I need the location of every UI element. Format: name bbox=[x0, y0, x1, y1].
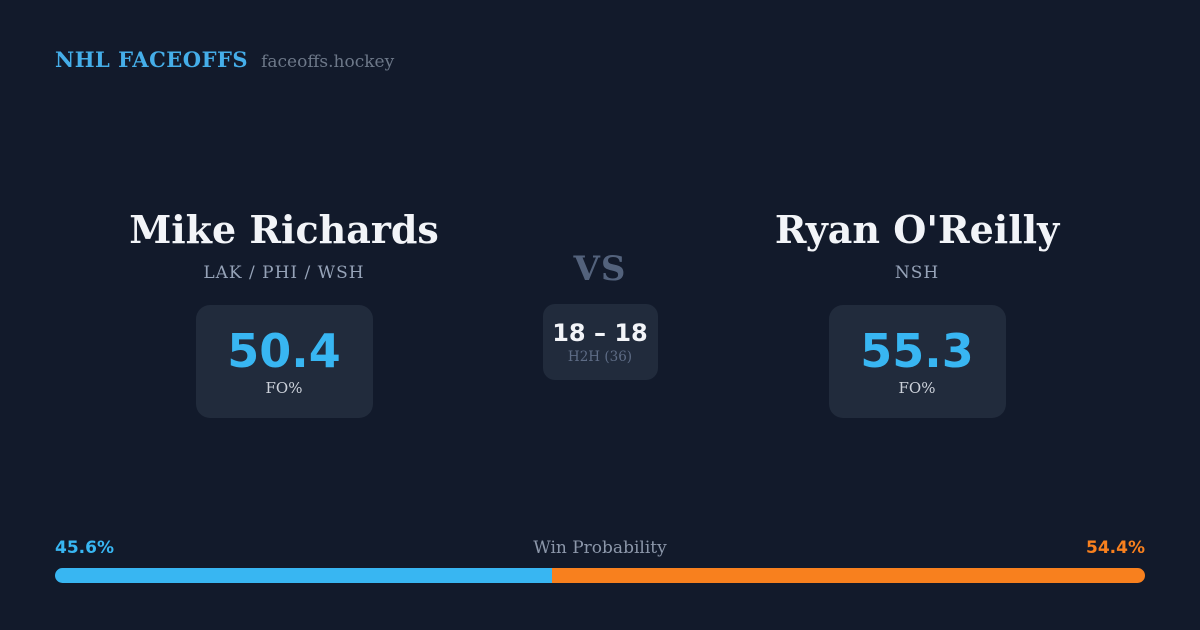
player-right-stat-label: FO% bbox=[898, 379, 936, 397]
player-left-stat-label: FO% bbox=[265, 379, 303, 397]
h2h-card: 18 – 18 H2H (36) bbox=[542, 304, 658, 380]
player-right-fo-pct: 55.3 bbox=[860, 324, 974, 378]
h2h-games-label: H2H (36) bbox=[567, 349, 633, 365]
win-probability-bar-left-segment bbox=[55, 568, 553, 583]
h2h-score: 18 – 18 bbox=[552, 319, 648, 347]
win-probability-title: Win Probability bbox=[533, 538, 667, 558]
win-probability-bar bbox=[55, 568, 1145, 583]
win-probability-right-pct: 54.4% bbox=[1086, 538, 1145, 558]
player-right-stat-card: 55.3 FO% bbox=[828, 305, 1006, 418]
win-probability-bar-right-segment bbox=[552, 568, 1145, 583]
matchup-center-section: VS 18 – 18 H2H (36) bbox=[520, 207, 680, 380]
win-probability-left-pct: 45.6% bbox=[55, 538, 114, 558]
player-left-fo-pct: 50.4 bbox=[227, 324, 341, 378]
player-left-stat-card: 50.4 FO% bbox=[195, 305, 373, 418]
header: NHL FACEOFFS faceoffs.hockey bbox=[55, 47, 394, 72]
brand-title: NHL FACEOFFS bbox=[55, 47, 249, 72]
player-left-name: Mike Richards bbox=[129, 207, 439, 252]
site-url: faceoffs.hockey bbox=[261, 52, 395, 72]
player-right-teams: NSH bbox=[894, 263, 940, 283]
player-right-section: Ryan O'Reilly NSH 55.3 FO% bbox=[758, 207, 1076, 418]
win-probability-labels: 45.6% Win Probability 54.4% bbox=[55, 538, 1145, 558]
player-left-section: Mike Richards LAK / PHI / WSH 50.4 FO% bbox=[125, 207, 443, 418]
player-right-name: Ryan O'Reilly bbox=[774, 207, 1060, 252]
vs-label: VS bbox=[573, 249, 627, 289]
player-left-teams: LAK / PHI / WSH bbox=[203, 263, 365, 283]
